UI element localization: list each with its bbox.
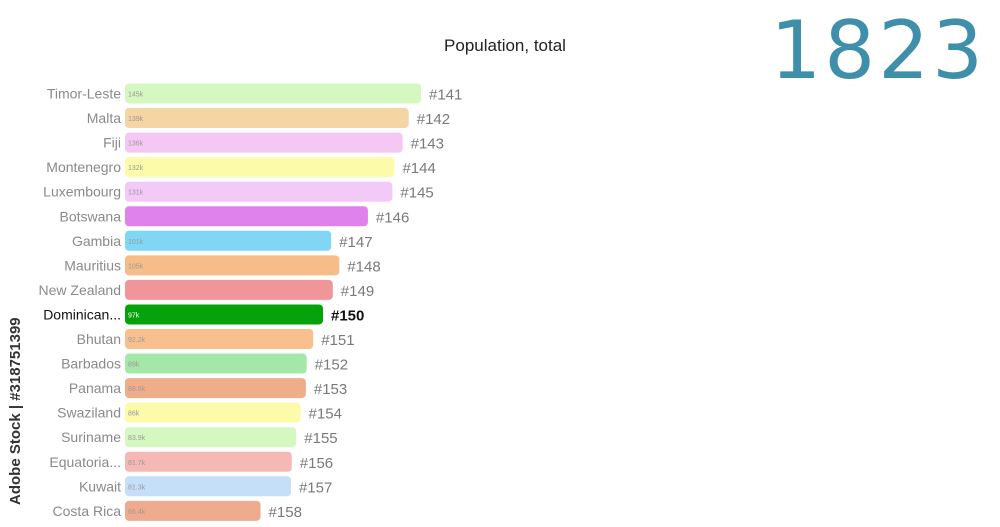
category-label: Suriname bbox=[61, 429, 121, 445]
rank-label: #146 bbox=[376, 209, 409, 226]
bar-3 bbox=[125, 157, 395, 178]
bar-13 bbox=[125, 402, 301, 423]
value-label: 145k bbox=[128, 92, 144, 99]
value-label: 83.9k bbox=[128, 435, 146, 442]
category-label: Swaziland bbox=[57, 405, 121, 421]
value-label: 88.6k bbox=[128, 386, 146, 393]
category-label: New Zealand bbox=[39, 282, 122, 298]
chart-title: Population, total bbox=[444, 36, 566, 55]
bar-16 bbox=[125, 476, 291, 497]
value-label: 92.2k bbox=[128, 337, 146, 344]
category-label: Equatoria... bbox=[49, 454, 121, 470]
value-label: 97k bbox=[128, 312, 140, 319]
value-label: 136k bbox=[128, 141, 144, 148]
rank-label: #149 bbox=[341, 283, 374, 300]
bar-14 bbox=[125, 427, 297, 448]
rank-label: #152 bbox=[315, 357, 348, 374]
value-label: 139k bbox=[128, 116, 144, 123]
bar-17 bbox=[125, 500, 261, 521]
rank-label: #158 bbox=[269, 504, 302, 521]
category-label: Timor-Leste bbox=[47, 86, 121, 102]
category-label: Gambia bbox=[72, 233, 121, 249]
rank-label: #141 bbox=[429, 87, 462, 104]
bar-9 bbox=[125, 304, 324, 325]
category-label: Bhutan bbox=[77, 331, 121, 347]
rank-label: #151 bbox=[321, 332, 354, 349]
rank-label: #150 bbox=[331, 307, 364, 324]
value-label: 89k bbox=[128, 362, 140, 369]
category-label: Malta bbox=[87, 110, 121, 126]
category-label: Mauritius bbox=[64, 257, 121, 273]
bar-12 bbox=[125, 378, 306, 399]
value-label: 132k bbox=[128, 165, 144, 172]
rank-label: #147 bbox=[339, 234, 372, 251]
category-label: Luxembourg bbox=[43, 184, 121, 200]
category-label: Montenegro bbox=[46, 159, 121, 175]
bar-5 bbox=[125, 206, 368, 227]
category-label: Kuwait bbox=[79, 478, 121, 494]
bar-7 bbox=[125, 255, 340, 276]
bar-0 bbox=[125, 83, 421, 104]
value-label: 66.4k bbox=[128, 509, 146, 516]
year-label: 1823 bbox=[770, 4, 986, 97]
rank-label: #154 bbox=[309, 406, 342, 423]
category-label: Costa Rica bbox=[53, 503, 122, 519]
value-label: 81.7k bbox=[128, 460, 146, 467]
rank-label: #145 bbox=[400, 185, 433, 202]
category-label: Dominican... bbox=[43, 306, 121, 322]
rank-label: #156 bbox=[300, 455, 333, 472]
rank-label: #142 bbox=[417, 111, 450, 128]
bar-6 bbox=[125, 230, 332, 251]
rank-label: #144 bbox=[402, 160, 435, 177]
rank-label: #143 bbox=[411, 136, 444, 153]
rank-label: #148 bbox=[347, 258, 380, 275]
bar-4 bbox=[125, 181, 393, 202]
value-label: 101k bbox=[128, 239, 144, 246]
rank-label: #153 bbox=[314, 381, 347, 398]
bar-11 bbox=[125, 353, 307, 374]
rank-label: #155 bbox=[304, 430, 337, 447]
category-label: Botswana bbox=[60, 208, 122, 224]
bar-10 bbox=[125, 329, 314, 349]
value-label: 86k bbox=[128, 411, 140, 418]
rank-label: #157 bbox=[299, 479, 332, 496]
bar-1 bbox=[125, 108, 409, 129]
value-label: 105k bbox=[128, 263, 144, 270]
bar-8 bbox=[125, 279, 333, 300]
category-label: Panama bbox=[69, 380, 121, 396]
value-label: 81.3k bbox=[128, 484, 146, 491]
category-label: Barbados bbox=[61, 356, 121, 372]
category-label: Fiji bbox=[103, 135, 121, 151]
value-label: 131k bbox=[128, 190, 144, 197]
bar-15 bbox=[125, 451, 292, 472]
bar-2 bbox=[125, 132, 403, 153]
